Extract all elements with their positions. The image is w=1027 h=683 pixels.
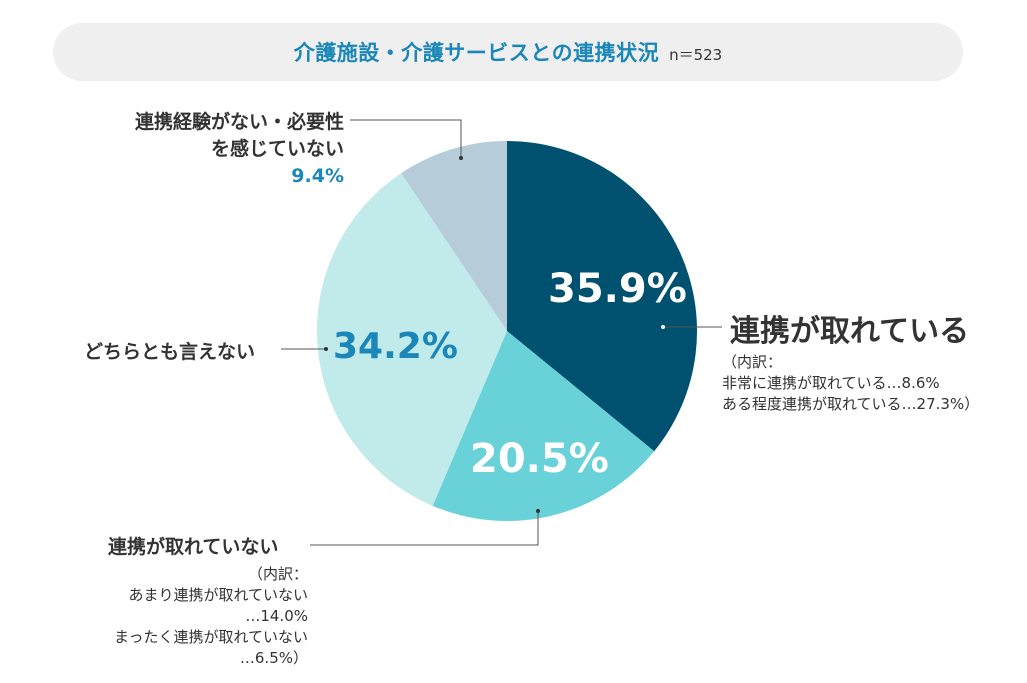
breakdown-line: （内訳： (722, 353, 783, 371)
slice-label-neutral: どちらとも言えない (84, 341, 256, 363)
breakdown-line: （内訳： (247, 565, 308, 583)
pie-slices (317, 141, 698, 521)
leader-lines (281, 119, 722, 546)
pie-slice-no-experience (401, 141, 507, 331)
leader-dot-not-connected (536, 509, 540, 513)
leader-dot-neutral (324, 347, 328, 351)
breakdown-line: まったく連携が取れていない (114, 628, 308, 646)
breakdown-line: …6.5%） (239, 649, 308, 667)
label-line: 連携経験がない・必要性 (134, 111, 344, 133)
slice-label-connected: 連携が取れている (730, 314, 970, 349)
sample-size-label: n＝523 (669, 45, 723, 64)
breakdown-line: …14.0% (245, 607, 308, 625)
breakdown-line: 非常に連携が取れている…8.6% (722, 374, 940, 392)
slice-value-no-experience: 9.4% (291, 165, 344, 187)
leader-dot-no-experience (459, 156, 463, 160)
chart-title: 介護施設・介護サービスとの連携状況 (293, 41, 660, 65)
pie-slice-connected (507, 141, 698, 452)
breakdown-line: あまり連携が取れていない (128, 586, 308, 604)
chart-title-bar: 介護施設・介護サービスとの連携状況 n＝523 (53, 23, 963, 81)
pie-slice-not-connected (432, 331, 655, 521)
breakdown-line: ある程度連携が取れている…27.3%） (722, 395, 980, 413)
slice-label-no-experience: 連携経験がない・必要性 を感じていない 9.4% (135, 109, 344, 190)
breakdown-not-connected: （内訳： あまり連携が取れていない …14.0% まったく連携が取れていない …… (114, 564, 308, 669)
label-line: を感じていない (210, 138, 344, 160)
slice-value-not-connected: 20.5% (470, 436, 609, 482)
leader-line-not-connected (310, 511, 539, 546)
slice-value-neutral: 34.2% (333, 326, 458, 367)
leader-line-no-experience (350, 119, 462, 158)
breakdown-connected: （内訳： 非常に連携が取れている…8.6% ある程度連携が取れている…27.3%… (722, 352, 979, 415)
slice-value-connected: 35.9% (548, 266, 687, 312)
leader-dot-connected (661, 325, 665, 329)
slice-label-not-connected: 連携が取れていない (108, 536, 279, 558)
pie-slice-neutral (317, 173, 507, 506)
